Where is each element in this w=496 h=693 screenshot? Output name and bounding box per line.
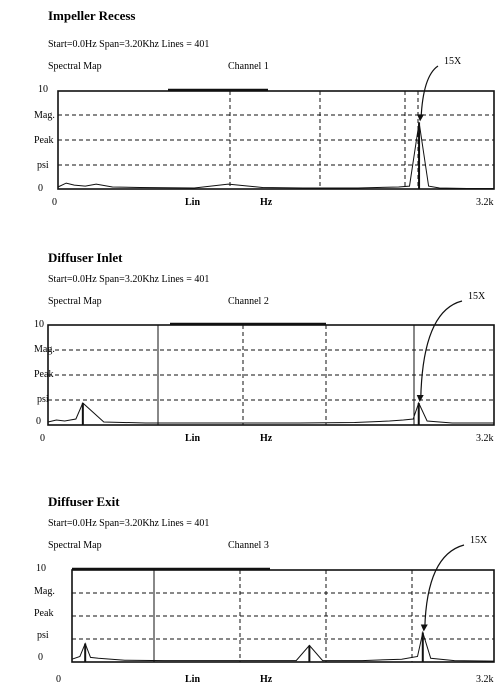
y-top-label: 10 — [34, 319, 44, 330]
y-top-label: 10 — [38, 84, 48, 95]
y-zero-label: 0 — [38, 183, 43, 194]
chart-title: Diffuser Exit — [48, 494, 120, 509]
annotation-arrow — [420, 300, 463, 400]
x-end-label: 3.2k — [476, 674, 494, 685]
annotation-arrow — [424, 544, 465, 629]
x-unit-label: Hz — [260, 674, 273, 685]
y-top-label: 10 — [36, 563, 46, 574]
x-start-label: 0 — [56, 674, 61, 685]
y-zero-label: 0 — [38, 652, 43, 663]
channel-label: Channel 3 — [228, 540, 269, 551]
panel-diffuser-exit: Diffuser Exit Start=0.0Hz Span=3.20Khz L… — [0, 462, 496, 693]
chart-diffuser-inlet: Diffuser Inlet Start=0.0Hz Span=3.20Khz … — [34, 250, 495, 444]
grid-lines — [58, 91, 494, 189]
ylabel-line-2: Peak — [34, 135, 53, 146]
chart-params: Start=0.0Hz Span=3.20Khz Lines = 401 — [48, 274, 209, 285]
annotation-arrowhead — [417, 114, 425, 122]
map-label: Spectral Map — [48, 61, 102, 72]
spectrum-line — [47, 401, 494, 424]
x-start-label: 0 — [52, 197, 57, 208]
annotation-label: 15X — [470, 535, 488, 546]
spectrum-line — [57, 122, 494, 189]
x-unit-label: Hz — [260, 433, 273, 444]
x-start-label: 0 — [40, 433, 45, 444]
ylabel-line-3: psi — [37, 630, 49, 641]
chart-params: Start=0.0Hz Span=3.20Khz Lines = 401 — [48, 39, 209, 50]
chart-title: Diffuser Inlet — [48, 250, 123, 265]
ylabel-line-1: Mag. — [34, 110, 55, 121]
y-zero-label: 0 — [36, 416, 41, 427]
ylabel-line-1: Mag. — [34, 586, 55, 597]
x-mid-label: Lin — [185, 433, 200, 444]
spectrum-line — [71, 630, 495, 662]
grid-lines — [48, 325, 494, 425]
annotation-arrowhead — [416, 395, 424, 402]
ylabel-line-2: Peak — [34, 369, 53, 380]
chart-params: Start=0.0Hz Span=3.20Khz Lines = 401 — [48, 518, 209, 529]
x-unit-label: Hz — [260, 197, 273, 208]
ylabel-line-2: Peak — [34, 608, 53, 619]
annotation-label: 15X — [468, 291, 486, 302]
annotation-arrowhead — [420, 624, 428, 632]
peak-marks — [84, 632, 424, 662]
channel-label: Channel 2 — [228, 296, 269, 307]
ylabel-line-3: psi — [37, 394, 49, 405]
x-mid-label: Lin — [185, 674, 200, 685]
chart-diffuser-exit: Diffuser Exit Start=0.0Hz Span=3.20Khz L… — [34, 494, 495, 685]
map-label: Spectral Map — [48, 540, 102, 551]
x-end-label: 3.2k — [476, 433, 494, 444]
panel-impeller-recess: Impeller Recess Start=0.0Hz Span=3.20Khz… — [0, 0, 496, 231]
chart-impeller-recess: Impeller Recess Start=0.0Hz Span=3.20Khz… — [34, 8, 495, 208]
channel-label: Channel 1 — [228, 61, 269, 72]
ylabel-line-3: psi — [37, 160, 49, 171]
panel-diffuser-inlet: Diffuser Inlet Start=0.0Hz Span=3.20Khz … — [0, 232, 496, 463]
annotation-arrow — [420, 65, 439, 119]
peak-marks — [81, 403, 420, 425]
map-label: Spectral Map — [48, 296, 102, 307]
x-mid-label: Lin — [185, 197, 200, 208]
annotation-label: 15X — [444, 56, 462, 67]
chart-title: Impeller Recess — [48, 8, 135, 23]
x-end-label: 3.2k — [476, 197, 494, 208]
ylabel-line-1: Mag. — [34, 344, 55, 355]
